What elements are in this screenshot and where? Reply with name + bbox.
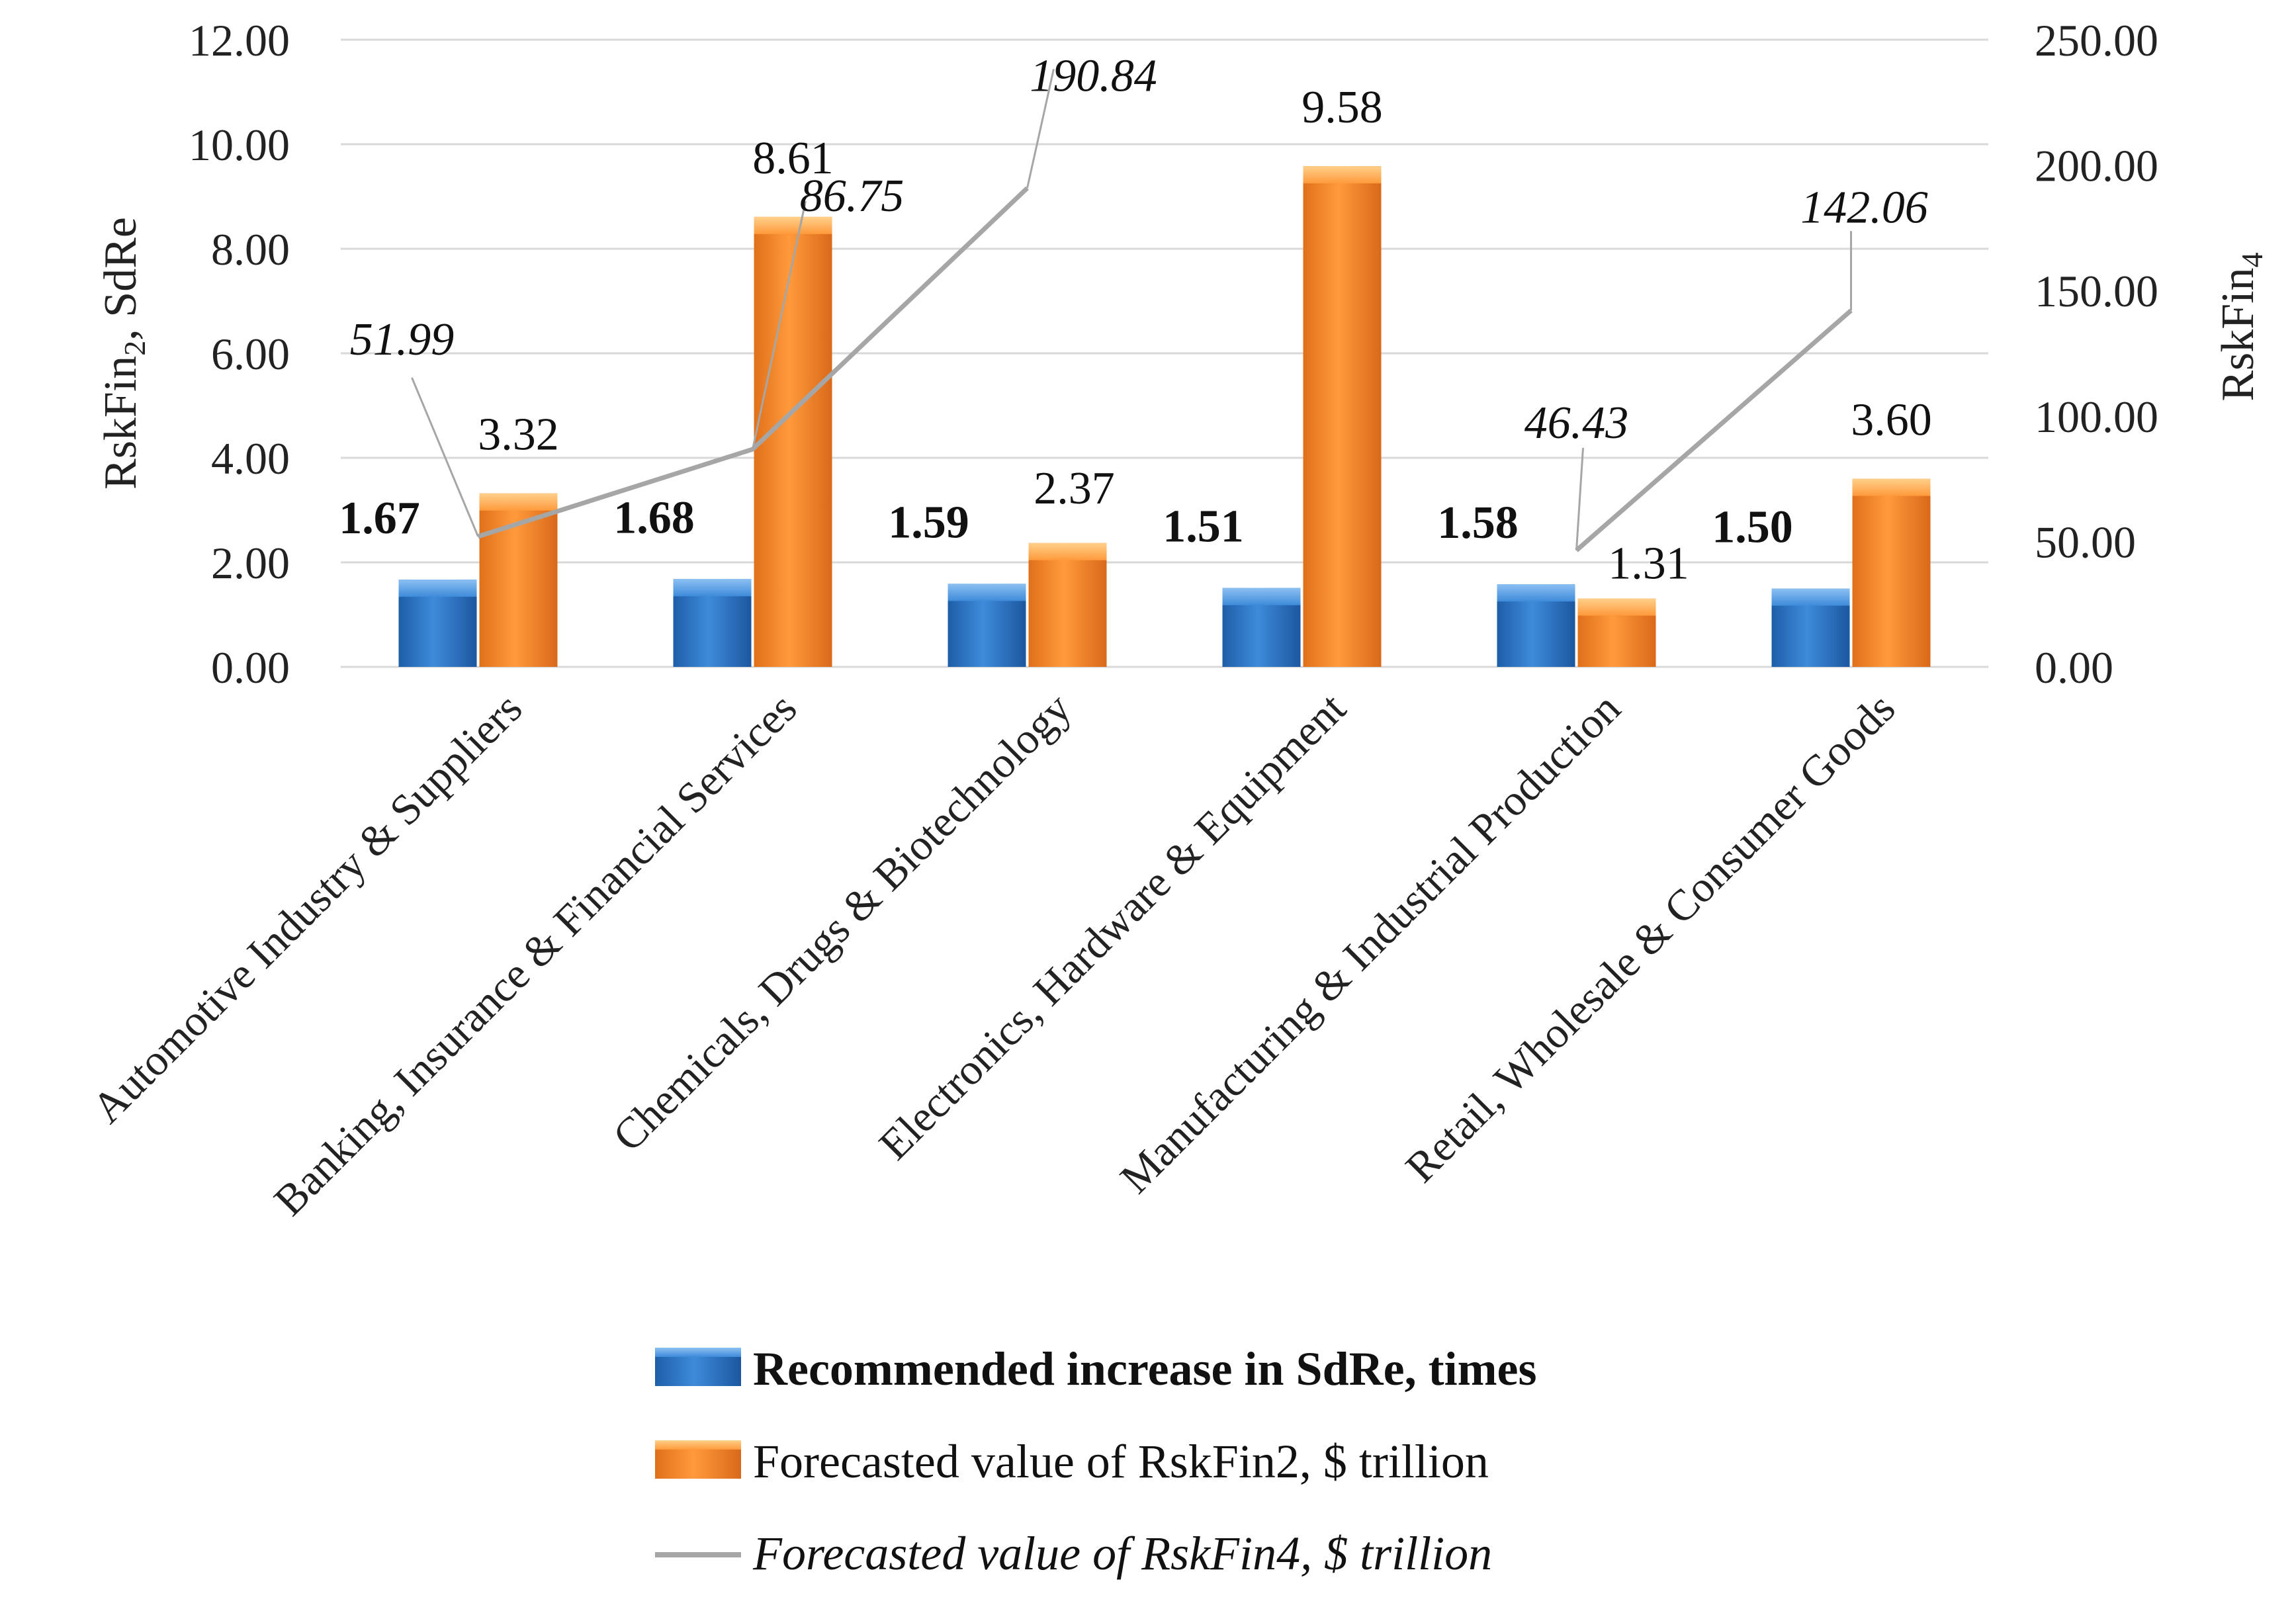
right-axis-title-main: RskFin [2213, 267, 2264, 401]
legend-item-rskfin4: Forecasted value of RskFin4, $ trillion [655, 1527, 1492, 1580]
bar-rskfin2-cap [1028, 543, 1107, 560]
bar-sdre [673, 579, 752, 667]
bar-rskfin2-cap [1577, 598, 1656, 616]
right-tick-label: 100.00 [2035, 392, 2158, 442]
label-sdre: 1.68 [613, 492, 695, 543]
bar-rskfin2 [479, 493, 558, 667]
bar-rskfin2 [1303, 166, 1382, 667]
bar-rskfin2-cap [1303, 166, 1382, 184]
right-tick-label: 150.00 [2035, 266, 2158, 316]
bar-rskfin2-cap [754, 216, 832, 234]
bar-sdre [948, 584, 1026, 667]
left-tick-label: 10.00 [189, 120, 290, 170]
right-tick-label: 50.00 [2035, 517, 2136, 567]
bar-rskfin2-body [1028, 543, 1107, 667]
bar-rskfin2 [754, 216, 832, 667]
bar-sdre-cap [948, 584, 1026, 601]
label-rskfin4: 86.75 [800, 171, 905, 222]
bar-rskfin2 [1028, 543, 1107, 667]
label-rskfin2: 9.58 [1302, 82, 1383, 133]
label-sdre: 1.51 [1163, 501, 1244, 552]
left-axis-title-rest: , SdRe [95, 217, 146, 341]
rskfin4-line-segment [477, 186, 1029, 539]
bar-sdre-cap [1771, 588, 1850, 606]
bar-sdre [1771, 588, 1850, 667]
bar-sdre-cap [398, 580, 477, 597]
label-rskfin4: 142.06 [1800, 182, 1928, 233]
label-rskfin4: 190.84 [1030, 50, 1157, 101]
category-label: Automotive Industry & Suppliers [83, 684, 531, 1133]
bar-rskfin2-cap [479, 493, 558, 511]
label-rskfin2: 3.32 [478, 410, 559, 460]
rskfin4-leader-line [411, 377, 479, 537]
legend-label-rskfin4: Forecasted value of RskFin4, $ trillion [752, 1527, 1492, 1580]
left-tick-label: 6.00 [211, 329, 290, 379]
left-axis-title: RskFin2, SdRe [95, 217, 152, 490]
rskfin4-leader-line [1026, 69, 1055, 189]
left-tick-label: 0.00 [211, 642, 290, 693]
gridlines [341, 38, 1988, 668]
legend-item-sdre: Recommended increase in SdRe, times [655, 1342, 1537, 1395]
right-tick-label: 200.00 [2035, 141, 2158, 191]
left-axis-title-sub: 2 [118, 341, 152, 356]
category-label: Chemicals, Drugs & Biotechnology [604, 684, 1081, 1160]
bar-rskfin2-body [1303, 166, 1382, 667]
label-sdre: 1.67 [339, 493, 420, 544]
bar-rskfin2-body [479, 493, 558, 667]
legend: Recommended increase in SdRe, times Forec… [655, 1342, 1537, 1580]
rskfin4-leader-line [752, 200, 807, 450]
category-label: Retail, Wholesale & Consumer Goods [1397, 684, 1905, 1192]
right-axis-title: RskFin4 [2213, 252, 2269, 401]
data-labels: 1.67 3.32 1.68 8.61 1.59 2.37 1.51 9.58 1.58 1.31… [339, 50, 1932, 589]
bar-sdre [1222, 588, 1301, 667]
label-rskfin2: 8.61 [752, 133, 834, 184]
label-rskfin2: 3.60 [1851, 395, 1932, 446]
left-tick-label: 12.00 [189, 15, 290, 65]
label-sdre: 1.59 [888, 497, 969, 548]
left-tick-label: 2.00 [211, 538, 290, 588]
bar-sdre [398, 580, 477, 667]
legend-swatch-rskfin2-cap [655, 1440, 741, 1450]
rskfin4-line-segment [1575, 308, 1853, 552]
axes: 0.00 2.00 4.00 6.00 8.00 10.00 12.00 0.00 50.00 1… [95, 15, 2269, 693]
label-rskfin4: 51.99 [350, 314, 455, 365]
label-rskfin4: 46.43 [1524, 398, 1629, 449]
bar-rskfin2 [1852, 478, 1931, 667]
legend-label-sdre: Recommended increase in SdRe, times [753, 1342, 1537, 1395]
legend-swatch-sdre-cap [655, 1348, 741, 1357]
label-sdre: 1.58 [1437, 498, 1519, 548]
bars [398, 166, 1931, 667]
category-labels: Automotive Industry & SuppliersBanking, … [83, 684, 1904, 1225]
left-tick-label: 8.00 [211, 224, 290, 275]
label-rskfin2: 1.31 [1608, 539, 1689, 589]
rskfin4-leader-line [1575, 447, 1584, 551]
bar-rskfin2 [1577, 598, 1656, 667]
category-label: Banking, Insurance & Financial Services [265, 684, 807, 1225]
left-tick-label: 4.00 [211, 433, 290, 484]
bar-rskfin2-cap [1852, 478, 1931, 496]
bar-rskfin2-body [754, 216, 832, 667]
bar-sdre-cap [1222, 588, 1301, 605]
label-rskfin2: 2.37 [1034, 463, 1115, 514]
legend-item-rskfin2: Forecasted value of RskFin2, $ trillion [655, 1435, 1489, 1488]
right-tick-label: 0.00 [2035, 642, 2113, 693]
right-axis-title-sub: 4 [2235, 252, 2269, 267]
bar-sdre [1497, 584, 1575, 667]
category-label: Manufacturing & Industrial Production [1111, 684, 1630, 1203]
bar-sdre-cap [673, 579, 752, 597]
bar-rskfin2-body [1852, 478, 1931, 667]
right-tick-label: 250.00 [2035, 15, 2158, 65]
category-label: Electronics, Hardware & Equipment [870, 684, 1355, 1169]
left-axis-title-main: RskFin [95, 356, 146, 490]
bar-sdre-cap [1497, 584, 1575, 602]
label-sdre: 1.50 [1712, 502, 1793, 553]
legend-label-rskfin2: Forecasted value of RskFin2, $ trillion [753, 1435, 1489, 1488]
